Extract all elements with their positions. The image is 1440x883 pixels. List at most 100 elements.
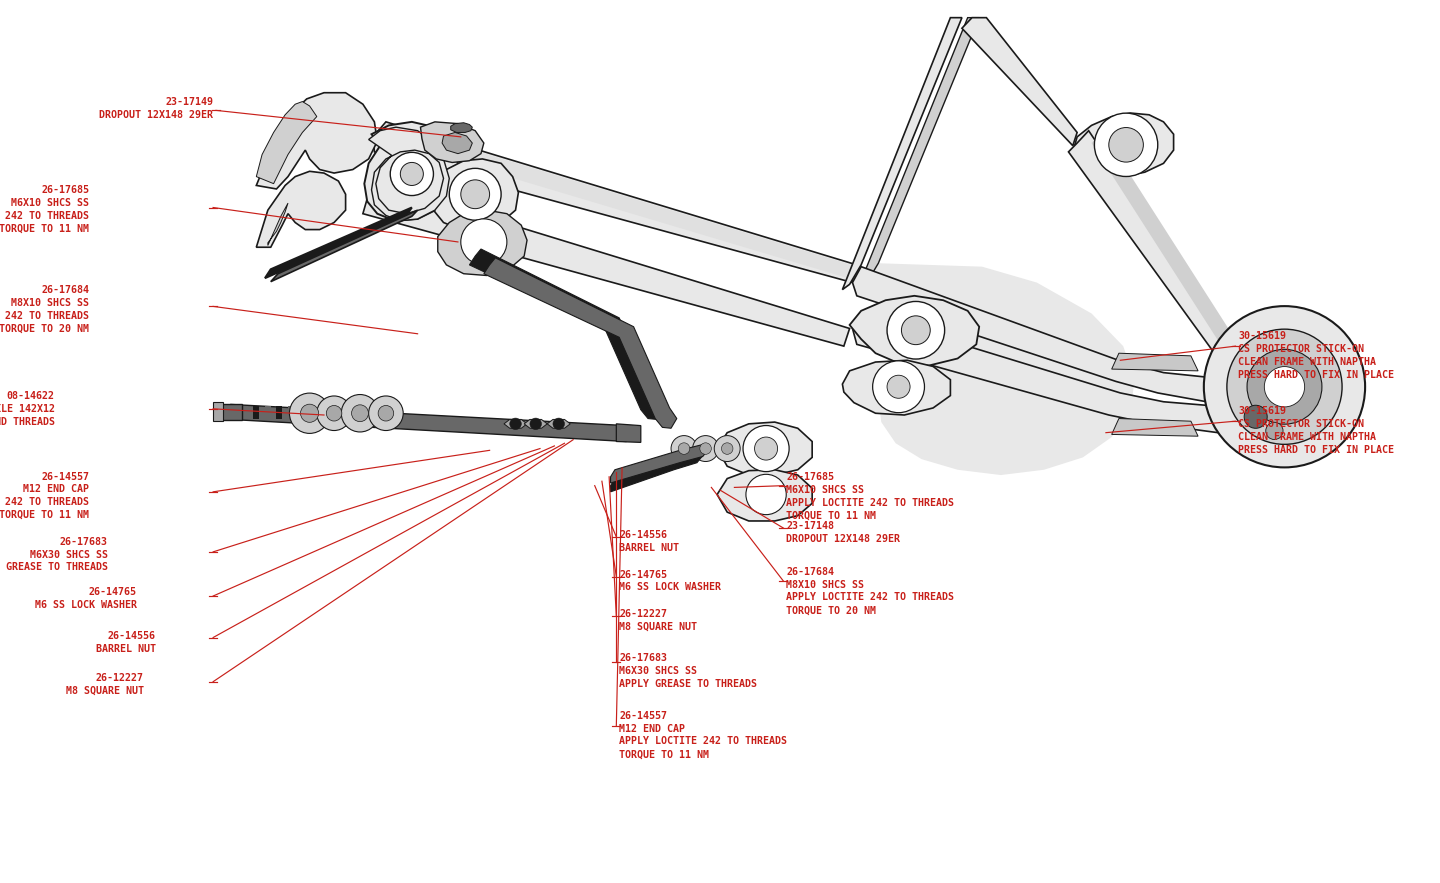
Text: 26-14556
BARREL NUT: 26-14556 BARREL NUT xyxy=(95,631,156,654)
Circle shape xyxy=(461,219,507,265)
Polygon shape xyxy=(850,296,979,366)
Polygon shape xyxy=(300,406,305,419)
Circle shape xyxy=(678,442,690,455)
Polygon shape xyxy=(616,424,641,442)
Text: 26-14556
BARREL NUT: 26-14556 BARREL NUT xyxy=(619,530,680,553)
Circle shape xyxy=(351,404,369,422)
Polygon shape xyxy=(469,249,662,419)
Text: 23-17148
DROPOUT 12X148 29ER: 23-17148 DROPOUT 12X148 29ER xyxy=(786,521,900,544)
Polygon shape xyxy=(242,406,248,419)
Polygon shape xyxy=(858,18,979,288)
Circle shape xyxy=(461,180,490,208)
Polygon shape xyxy=(268,203,288,245)
Circle shape xyxy=(400,162,423,185)
Polygon shape xyxy=(374,124,857,280)
Polygon shape xyxy=(842,18,962,290)
Circle shape xyxy=(873,361,924,412)
Circle shape xyxy=(693,435,719,462)
Circle shape xyxy=(530,418,541,430)
Polygon shape xyxy=(524,419,547,428)
Polygon shape xyxy=(276,406,282,419)
Text: 26-17683
M6X30 SHCS SS
APPLY GREASE TO THREADS: 26-17683 M6X30 SHCS SS APPLY GREASE TO T… xyxy=(619,653,757,689)
Text: 23-17149
DROPOUT 12X148 29ER: 23-17149 DROPOUT 12X148 29ER xyxy=(99,97,213,120)
Text: 26-14765
M6 SS LOCK WASHER: 26-14765 M6 SS LOCK WASHER xyxy=(619,570,721,592)
Text: 26-14557
M12 END CAP
APPLY LOCTITE 242 TO THREADS
TORQUE TO 11 NM: 26-14557 M12 END CAP APPLY LOCTITE 242 T… xyxy=(0,472,89,520)
Text: 26-12227
M8 SQUARE NUT: 26-12227 M8 SQUARE NUT xyxy=(66,673,144,696)
Circle shape xyxy=(1227,329,1342,444)
Polygon shape xyxy=(1073,113,1174,177)
Polygon shape xyxy=(256,102,317,184)
Polygon shape xyxy=(373,122,857,283)
Circle shape xyxy=(1094,113,1158,177)
Polygon shape xyxy=(857,263,1135,475)
Polygon shape xyxy=(1068,131,1253,390)
Polygon shape xyxy=(230,406,236,419)
Text: 26-17684
M8X10 SHCS SS
APPLY LOCTITE 242 TO THREADS
TORQUE TO 20 NM: 26-17684 M8X10 SHCS SS APPLY LOCTITE 242… xyxy=(786,567,955,615)
Polygon shape xyxy=(484,258,677,428)
Polygon shape xyxy=(271,210,418,282)
Circle shape xyxy=(721,442,733,455)
Text: 08-14622
DT RWS AXLE 142X12
APPLY GREASE TO SHAFT AND THREADS: 08-14622 DT RWS AXLE 142X12 APPLY GREASE… xyxy=(0,391,55,426)
Polygon shape xyxy=(842,360,950,415)
Text: 26-17684
M8X10 SHCS SS
APPLY LOCTITE 242 TO THREADS
TORQUE TO 20 NM: 26-17684 M8X10 SHCS SS APPLY LOCTITE 242… xyxy=(0,285,89,334)
Polygon shape xyxy=(1092,132,1260,390)
Circle shape xyxy=(379,405,393,421)
Circle shape xyxy=(755,437,778,460)
Circle shape xyxy=(1109,127,1143,162)
Polygon shape xyxy=(432,159,518,230)
Circle shape xyxy=(671,435,697,462)
Polygon shape xyxy=(451,123,472,132)
Polygon shape xyxy=(288,406,294,419)
Polygon shape xyxy=(216,404,242,420)
Polygon shape xyxy=(438,210,527,275)
Polygon shape xyxy=(1112,419,1198,436)
Polygon shape xyxy=(256,171,346,247)
Polygon shape xyxy=(1112,353,1198,371)
Circle shape xyxy=(301,404,318,422)
Polygon shape xyxy=(311,406,317,419)
Polygon shape xyxy=(611,444,708,483)
Circle shape xyxy=(887,375,910,398)
Polygon shape xyxy=(852,267,1253,406)
Polygon shape xyxy=(256,93,377,189)
Polygon shape xyxy=(364,122,458,221)
Circle shape xyxy=(1204,306,1365,467)
Circle shape xyxy=(341,395,379,432)
Text: 26-17685
M6X10 SHCS SS
APPLY LOCTITE 242 TO THREADS
TORQUE TO 11 NM: 26-17685 M6X10 SHCS SS APPLY LOCTITE 242… xyxy=(786,472,955,521)
Circle shape xyxy=(390,153,433,195)
Circle shape xyxy=(317,396,351,431)
Polygon shape xyxy=(442,132,472,154)
Text: 26-14765
M6 SS LOCK WASHER: 26-14765 M6 SS LOCK WASHER xyxy=(35,587,137,610)
Circle shape xyxy=(510,418,521,430)
Text: 26-17685
M6X10 SHCS SS
APPLY LOCTITE 242 TO THREADS
TORQUE TO 11 NM: 26-17685 M6X10 SHCS SS APPLY LOCTITE 242… xyxy=(0,185,89,234)
Circle shape xyxy=(1266,422,1283,440)
Circle shape xyxy=(327,405,341,421)
Polygon shape xyxy=(420,122,484,162)
Circle shape xyxy=(887,301,945,359)
Circle shape xyxy=(553,418,564,430)
Circle shape xyxy=(746,474,786,515)
Circle shape xyxy=(449,169,501,220)
Text: 30-15619
CS PROTECTOR STICK-ON
CLEAN FRAME WITH NAPTHA
PRESS HARD TO FIX IN PLAC: 30-15619 CS PROTECTOR STICK-ON CLEAN FRA… xyxy=(1238,406,1394,455)
Text: 30-15619
CS PROTECTOR STICK-ON
CLEAN FRAME WITH NAPTHA
PRESS HARD TO FIX IN PLAC: 30-15619 CS PROTECTOR STICK-ON CLEAN FRA… xyxy=(1238,331,1394,380)
Polygon shape xyxy=(717,422,812,475)
Circle shape xyxy=(714,435,740,462)
Circle shape xyxy=(1244,405,1267,428)
Circle shape xyxy=(743,426,789,472)
Polygon shape xyxy=(547,419,570,428)
Polygon shape xyxy=(852,313,1253,434)
Polygon shape xyxy=(504,419,527,428)
Circle shape xyxy=(1264,366,1305,407)
Polygon shape xyxy=(962,18,1077,146)
Polygon shape xyxy=(717,470,812,521)
Polygon shape xyxy=(253,406,259,419)
Text: 26-12227
M8 SQUARE NUT: 26-12227 M8 SQUARE NUT xyxy=(619,609,697,632)
Circle shape xyxy=(1247,350,1322,424)
Polygon shape xyxy=(611,450,703,492)
Text: 26-17683
M6X30 SHCS SS
APPLY GREASE TO THREADS: 26-17683 M6X30 SHCS SS APPLY GREASE TO T… xyxy=(0,537,108,572)
Polygon shape xyxy=(265,208,412,278)
Polygon shape xyxy=(230,404,626,442)
Circle shape xyxy=(700,442,711,455)
Circle shape xyxy=(901,316,930,344)
Polygon shape xyxy=(369,127,449,221)
